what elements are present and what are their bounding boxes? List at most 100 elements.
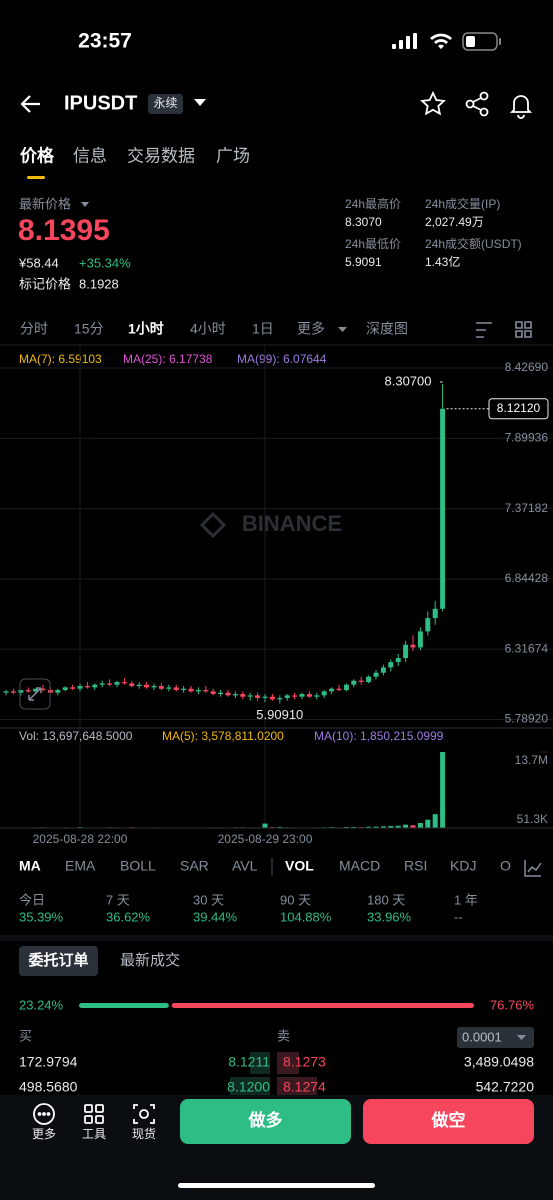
stat-value: 2,027.49万: [425, 215, 484, 229]
status-icons: [392, 32, 501, 51]
favorite-icon[interactable]: [420, 90, 446, 116]
buy-ratio-bar: [79, 1003, 169, 1008]
indicator-tab[interactable]: MA: [19, 858, 41, 874]
candle-body: [99, 683, 105, 685]
symbol-dropdown[interactable]: [194, 99, 206, 106]
y-tick-label: 6.84428: [505, 571, 549, 585]
indicator-tab[interactable]: VOL: [285, 858, 314, 874]
perf-label: 90 天: [280, 892, 311, 907]
interval[interactable]: 1小时: [128, 321, 164, 337]
candle-body: [144, 684, 150, 688]
vol-legend: MA(10): 1,850,215.0999: [314, 729, 444, 743]
interval[interactable]: 深度图: [366, 321, 408, 337]
candle-body: [188, 688, 194, 692]
candle-body: [55, 690, 61, 693]
ask-size: 3,489.0498: [464, 1054, 534, 1070]
candle-body: [121, 682, 127, 684]
candle-body: [210, 691, 216, 695]
bid-size: 498.5680: [19, 1079, 78, 1095]
tab[interactable]: 价格: [20, 145, 55, 165]
candle-body: [403, 644, 409, 659]
indicator-tab[interactable]: MACD: [339, 858, 380, 874]
short-label[interactable]: 做空: [431, 1110, 466, 1130]
vol-tick-label: 51.3K: [517, 812, 548, 826]
long-label[interactable]: 做多: [248, 1110, 283, 1130]
tool-label[interactable]: 工具: [82, 1127, 106, 1141]
tool-label[interactable]: 更多: [32, 1127, 56, 1141]
interval[interactable]: 4小时: [190, 321, 226, 337]
stat-value: 8.3070: [345, 215, 382, 229]
perf-label: 今日: [19, 892, 45, 907]
interval[interactable]: 分时: [20, 321, 48, 337]
candle-body: [380, 667, 386, 673]
symbol[interactable]: IPUSDT: [64, 92, 137, 114]
candle-body: [40, 688, 46, 691]
share-icon[interactable]: [465, 91, 489, 117]
tools-icon[interactable]: [84, 1104, 104, 1124]
bid-size: 172.9794: [19, 1054, 78, 1070]
indicator-tab[interactable]: AVL: [232, 858, 258, 874]
candle-body: [284, 695, 290, 699]
candle-body: [432, 608, 438, 619]
long-button[interactable]: [180, 1099, 351, 1144]
candle-body: [351, 680, 357, 685]
candle-body: [129, 683, 135, 687]
y-tick-label: 7.89936: [505, 431, 549, 445]
more-caret: [338, 327, 347, 332]
buy-ratio: 23.24%: [19, 997, 64, 1012]
candle-body: [388, 662, 394, 668]
book-tab[interactable]: 最新成交: [120, 951, 180, 969]
tool-label[interactable]: 现货: [132, 1126, 156, 1141]
indicator-tab[interactable]: RSI: [404, 858, 427, 874]
candle-body: [232, 694, 238, 696]
indicator-settings-icon[interactable]: [476, 322, 492, 338]
layout-icon[interactable]: [515, 321, 532, 338]
perf-label: 7 天: [106, 892, 130, 907]
volume-bar: [380, 826, 386, 828]
vol-legend: MA(5): 3,578,811.0200: [162, 729, 284, 743]
candle-body: [343, 684, 349, 691]
indicator-tab[interactable]: O: [500, 858, 511, 874]
short-button[interactable]: [363, 1099, 534, 1144]
back-button[interactable]: [20, 95, 40, 113]
x-tick-label: 2025-08-29 23:00: [218, 832, 313, 846]
vol-tick-label: 13.7M: [515, 753, 548, 767]
spot-icon[interactable]: [133, 1104, 155, 1124]
precision[interactable]: 0.0001: [462, 1029, 502, 1044]
indicator-tab[interactable]: SAR: [180, 858, 209, 874]
tab[interactable]: 交易数据: [127, 146, 195, 165]
more-icon[interactable]: [33, 1103, 55, 1125]
ask-size: 542.7220: [476, 1079, 535, 1095]
candle-body: [3, 691, 9, 693]
precision-bg[interactable]: [457, 1027, 534, 1048]
y-tick-label: 7.37182: [505, 501, 549, 515]
sell-header: 卖: [277, 1028, 290, 1043]
book-tab-bg: [19, 946, 98, 976]
stat-label: 24h成交额(USDT): [425, 236, 522, 251]
book-tab[interactable]: 委托订单: [28, 951, 88, 969]
indicator-tab[interactable]: KDJ: [450, 858, 476, 874]
indicator-chart-icon[interactable]: [524, 860, 542, 877]
candle-body: [136, 684, 142, 687]
interval[interactable]: 1日: [252, 321, 274, 337]
tab[interactable]: 信息: [73, 146, 107, 165]
tab-underline: [27, 176, 45, 179]
last-price: 8.1395: [18, 214, 110, 247]
candle-body: [92, 684, 98, 688]
interval[interactable]: 更多: [297, 321, 325, 337]
tab[interactable]: 广场: [216, 146, 250, 165]
ma-legend: MA(99): 6.07644: [237, 352, 327, 366]
ma-legend: MA(7): 6.59103: [19, 352, 102, 366]
candle-body: [277, 698, 283, 700]
candle-body: [18, 690, 24, 693]
buy-header: 买: [19, 1028, 32, 1043]
indicator-tab[interactable]: BOLL: [120, 858, 156, 874]
interval[interactable]: 15分: [74, 321, 104, 337]
expand-button[interactable]: [19, 678, 51, 710]
stat-value: 1.43亿: [425, 254, 460, 269]
perf-label: 30 天: [193, 892, 224, 907]
status-time: 23:57: [78, 30, 132, 53]
notification-icon[interactable]: [509, 95, 533, 119]
indicator-tab[interactable]: EMA: [65, 858, 96, 874]
volume-bar: [425, 819, 431, 828]
